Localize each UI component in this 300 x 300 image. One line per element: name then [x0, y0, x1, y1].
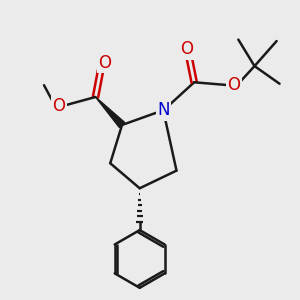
- Text: O: O: [98, 53, 111, 71]
- Text: O: O: [180, 40, 193, 58]
- Polygon shape: [95, 97, 125, 128]
- Text: O: O: [227, 76, 240, 94]
- Text: O: O: [52, 97, 65, 115]
- Text: N: N: [157, 101, 169, 119]
